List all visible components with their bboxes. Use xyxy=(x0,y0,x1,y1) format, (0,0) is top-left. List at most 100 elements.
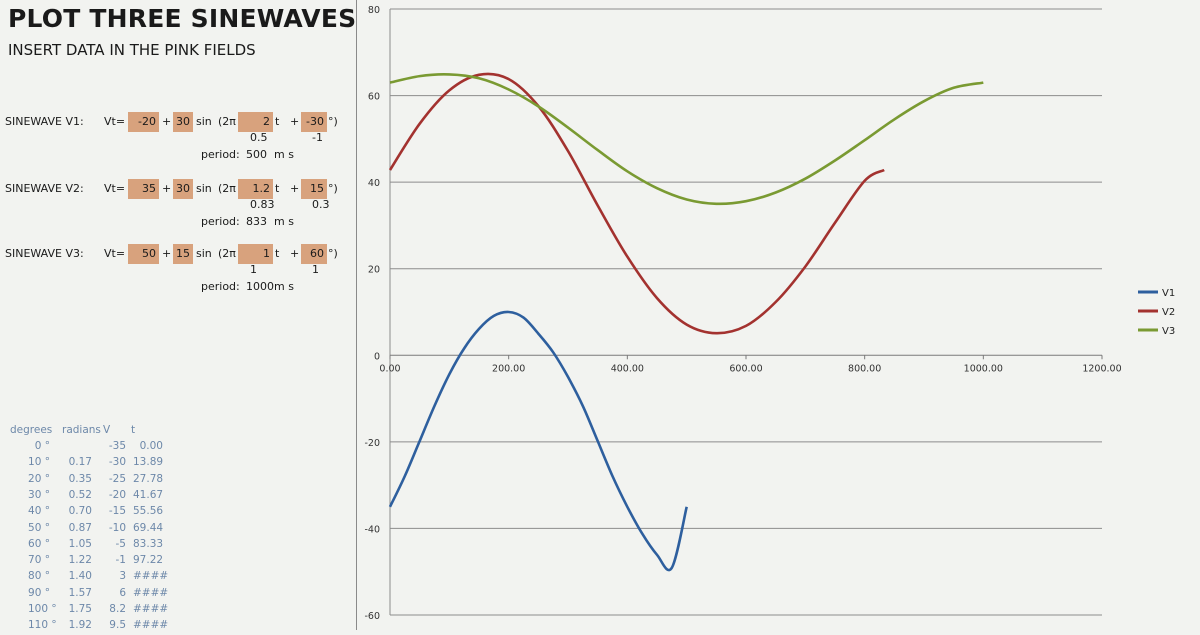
y-tick-label: -40 xyxy=(364,524,380,535)
sinewave-row-1: SINEWAVE V1: Vt= -20 +30 sin (2π 2 t + -30 °) xyxy=(0,112,356,134)
y-tick-label: 20 xyxy=(368,265,380,276)
plus-sign: + xyxy=(162,182,172,195)
plus-sign: + xyxy=(162,115,172,128)
table-cell: 1.22 xyxy=(68,554,92,567)
offset-field[interactable]: -20 xyxy=(128,112,159,132)
offset-field[interactable]: 50 xyxy=(128,244,159,264)
table-cell: 0 ° xyxy=(34,440,50,452)
legend-label: V2 xyxy=(1162,307,1175,318)
sinewave-row-2: SINEWAVE V2: Vt= 35 +30 sin (2π 1.2 t +15 °) xyxy=(0,179,356,201)
period-label: period: xyxy=(201,280,240,293)
phase-field[interactable]: 60 xyxy=(301,244,327,264)
table-row: 80 ° 1.40 3 #### xyxy=(0,570,356,586)
table-cell: 27.78 xyxy=(133,472,164,485)
amplitude-field[interactable]: 30 xyxy=(173,179,193,199)
table-cell: 8.2 xyxy=(109,603,126,615)
sin-label: sin xyxy=(196,115,212,128)
table-cell: 30 ° xyxy=(28,488,50,501)
table-row: 90 ° 1.57 6 #### xyxy=(0,587,356,603)
period-label: period: xyxy=(201,215,240,228)
period-value: 1000 xyxy=(246,280,274,293)
table-cell: -10 xyxy=(108,521,126,534)
x-tick-label: 800.00 xyxy=(848,363,881,374)
table-row: 30 ° 0.52 -20 41.67 xyxy=(0,489,356,505)
table-cell: 0.17 xyxy=(68,456,92,469)
table-cell: #### xyxy=(133,570,169,583)
table-cell: 55.56 xyxy=(133,505,164,518)
sin-label: sin xyxy=(196,182,212,195)
frequency-reciprocal: 0.83 xyxy=(250,198,275,211)
table-cell: -20 xyxy=(108,488,126,501)
table-cell: 60 ° xyxy=(28,537,50,550)
table-row: 70 ° 1.22 -1 97.22 xyxy=(0,554,356,570)
legend-label: V1 xyxy=(1162,288,1175,299)
x-tick-label: 1200.00 xyxy=(1082,363,1121,374)
column-header: radians xyxy=(62,424,101,436)
table-cell: 80 ° xyxy=(28,570,50,583)
y-tick-label: -20 xyxy=(364,438,380,449)
period-unit: m s xyxy=(274,215,294,228)
offset-field[interactable]: 35 xyxy=(128,179,159,199)
legend-label: V3 xyxy=(1162,326,1175,337)
x-tick-label: 0.00 xyxy=(379,363,400,374)
t-label: t xyxy=(275,115,280,128)
vt-label: Vt= xyxy=(104,247,126,260)
table-cell: -35 xyxy=(108,440,126,452)
degree-close-label: °) xyxy=(328,247,338,260)
t-label: t xyxy=(275,247,280,260)
table-cell: 69.44 xyxy=(133,521,164,534)
phase-radians: 1 xyxy=(312,263,319,276)
sinewave-label: SINEWAVE V1: xyxy=(5,115,84,128)
y-tick-label: 80 xyxy=(368,5,380,16)
sinewave-label: SINEWAVE V2: xyxy=(5,182,84,195)
table-row: 60 ° 1.05 -5 83.33 xyxy=(0,538,356,554)
frequency-field[interactable]: 2 xyxy=(238,112,273,132)
table-cell: 0.00 xyxy=(139,440,163,452)
x-tick-label: 1000.00 xyxy=(964,363,1003,374)
vt-label: Vt= xyxy=(104,182,126,195)
column-header: V xyxy=(103,424,111,436)
table-cell: 1.57 xyxy=(68,586,92,599)
y-tick-label: 60 xyxy=(368,92,380,103)
phase-radians: -1 xyxy=(312,131,323,144)
plus-sign: + xyxy=(162,247,172,260)
phase-radians: 0.3 xyxy=(312,198,330,211)
t-label: t xyxy=(275,182,280,195)
degree-close-label: °) xyxy=(328,182,338,195)
table-cell: 110 ° xyxy=(28,619,57,632)
table-cell: -1 xyxy=(115,554,126,567)
phase-field[interactable]: -30 xyxy=(301,112,327,132)
table-cell: 83.33 xyxy=(133,537,164,550)
y-tick-label: 0 xyxy=(374,351,380,362)
sinewave-row-3: SINEWAVE V3: Vt= 50 +15 sin (2π 1 t +60 °) xyxy=(0,244,356,266)
column-header: t xyxy=(131,424,136,436)
sinewave-label: SINEWAVE V3: xyxy=(5,247,84,260)
table-cell: 3 xyxy=(119,570,126,583)
period-value: 833 xyxy=(246,215,267,228)
phase-field[interactable]: 15 xyxy=(301,179,327,199)
control-panel: PLOT THREE SINEWAVES INSERT DATA IN THE … xyxy=(0,0,356,632)
table-row: 10 ° 0.17 -30 13.89 xyxy=(0,456,356,472)
degree-close-label: °) xyxy=(328,115,338,128)
table-cell: 90 ° xyxy=(28,586,50,599)
table-cell: 1.40 xyxy=(68,570,92,583)
plus-sign: + xyxy=(290,247,300,260)
table-cell: 0.35 xyxy=(68,472,92,485)
table-cell: 20 ° xyxy=(28,472,50,485)
amplitude-field[interactable]: 15 xyxy=(173,244,193,264)
table-row: 20 ° 0.35 -25 27.78 xyxy=(0,473,356,489)
table-cell: 1.05 xyxy=(68,537,92,550)
table-cell: 0.70 xyxy=(68,505,92,518)
frequency-field[interactable]: 1.2 xyxy=(238,179,273,199)
two-pi-label: (2π xyxy=(218,115,236,128)
column-header: degrees xyxy=(10,424,53,436)
plus-sign: + xyxy=(290,115,300,128)
frequency-field[interactable]: 1 xyxy=(238,244,273,264)
vt-label: Vt= xyxy=(104,115,126,128)
table-row: 50 ° 0.87 -10 69.44 xyxy=(0,522,356,538)
series-line-v3 xyxy=(389,73,984,206)
frequency-reciprocal: 0.5 xyxy=(250,131,268,144)
amplitude-field[interactable]: 30 xyxy=(173,112,193,132)
table-cell: #### xyxy=(133,603,169,615)
